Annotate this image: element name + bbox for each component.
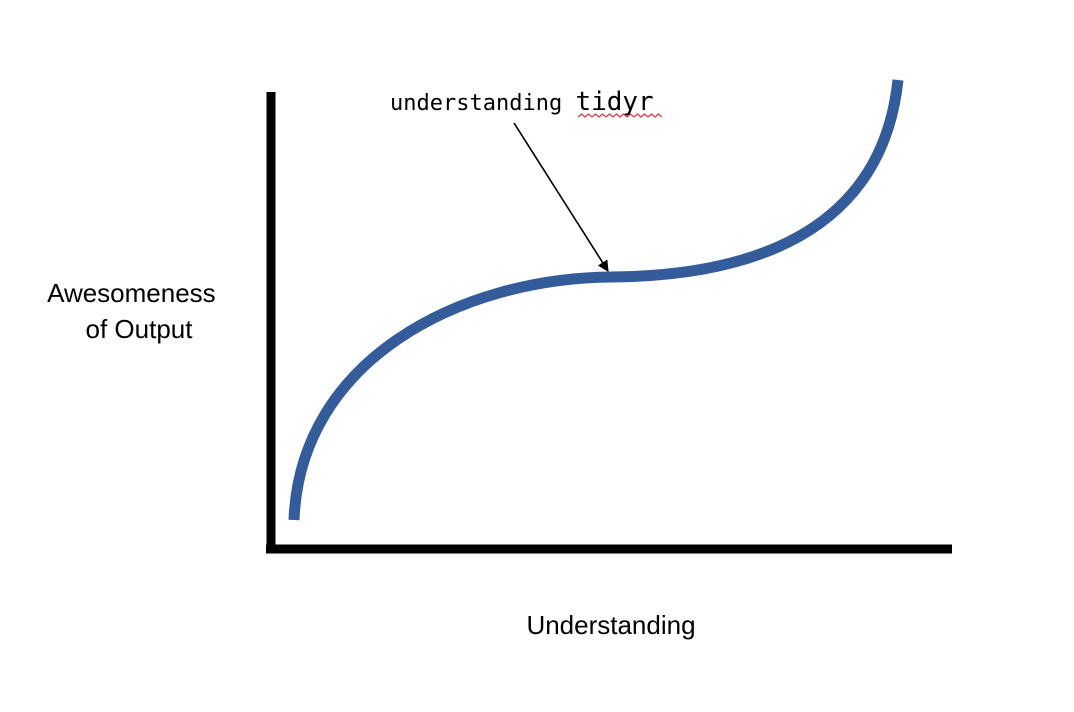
annotation-label: understanding tidyr xyxy=(390,87,654,117)
annotation-prefix: understanding xyxy=(390,91,575,116)
s-curve xyxy=(288,79,904,521)
spellcheck-underline xyxy=(577,113,663,118)
annotation-code: tidyr xyxy=(575,87,653,117)
annotation-arrow xyxy=(513,122,609,272)
y-axis-label-line-2: of Output xyxy=(86,314,194,344)
x-axis-label: Understanding xyxy=(526,610,695,640)
y-axis-label: Awesomeness of Output xyxy=(47,278,223,344)
y-axis-label-line-1: Awesomeness xyxy=(47,278,216,308)
